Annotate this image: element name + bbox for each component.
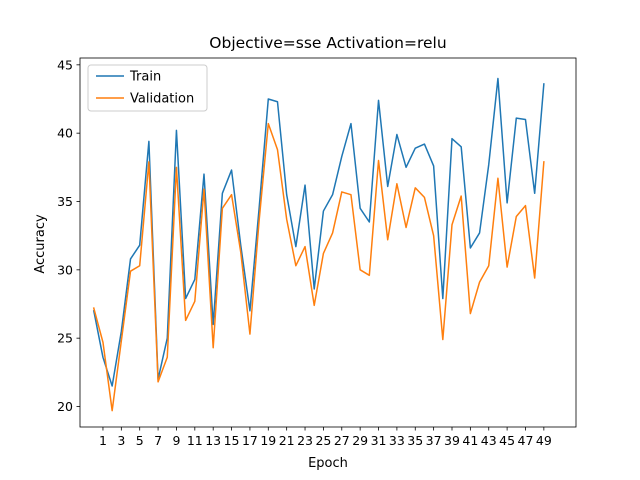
y-tick-label: 35 [57, 194, 73, 209]
legend: Train Validation [87, 64, 208, 112]
axes-frame [79, 57, 577, 428]
x-tick-label: 17 [242, 433, 258, 448]
x-tick-label: 25 [315, 433, 331, 448]
x-tick-label: 35 [407, 433, 423, 448]
x-tick-label: 31 [371, 433, 387, 448]
x-tick-label: 37 [426, 433, 442, 448]
x-tick-label: 41 [462, 433, 478, 448]
x-tick-label: 21 [279, 433, 295, 448]
x-tick-label: 13 [205, 433, 221, 448]
x-tick-label: 15 [224, 433, 240, 448]
y-axis-title: Accuracy [33, 214, 48, 274]
x-tick-label: 45 [499, 433, 515, 448]
series-line-validation [92, 122, 545, 412]
x-axis-title: Epoch [308, 456, 348, 471]
x-tick-label: 5 [136, 433, 144, 448]
chart-title: Objective=sse Activation=relu [209, 34, 446, 52]
x-tick-label: 9 [172, 433, 180, 448]
y-tick-label: 30 [57, 262, 73, 277]
y-tick-label: 25 [57, 331, 73, 346]
x-tick-label: 7 [154, 433, 162, 448]
x-tick-label: 33 [389, 433, 405, 448]
x-tick-label: 23 [297, 433, 313, 448]
legend-label-validation: Validation [130, 92, 194, 107]
x-tick-label: 43 [481, 433, 497, 448]
y-tick-label: 20 [57, 399, 73, 414]
x-tick-label: 3 [117, 433, 125, 448]
x-tick-label: 27 [334, 433, 350, 448]
y-tick-label: 40 [57, 126, 73, 141]
series-line-train [92, 77, 545, 387]
x-tick-label: 1 [99, 433, 107, 448]
x-tick-label: 29 [352, 433, 368, 448]
x-tick-label: 11 [187, 433, 203, 448]
x-tick-label: 19 [260, 433, 276, 448]
x-tick-label: 39 [444, 433, 460, 448]
x-tick-label: 47 [518, 433, 534, 448]
y-tick-label: 45 [57, 57, 73, 72]
plot-area: 1 3 5 7 9 11 13 15 17 19 21 23 25 27 29 31 33 35 37 39 41 43 4… [57, 57, 577, 448]
legend-label-train: Train [129, 70, 161, 85]
x-tick-label: 49 [536, 433, 552, 448]
